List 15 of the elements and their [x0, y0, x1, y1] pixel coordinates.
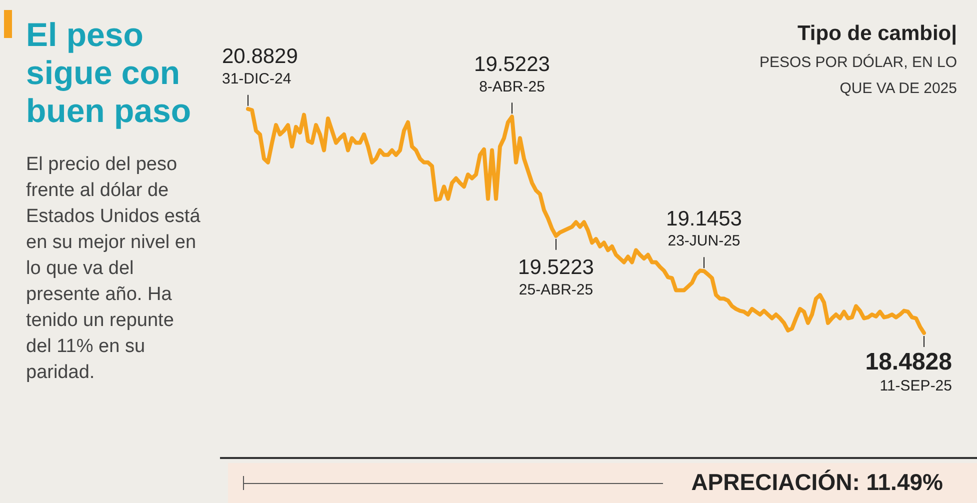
data-label: 18.4828: [865, 348, 952, 376]
text: Tipo de cambio|: [796, 22, 957, 46]
text: 31-DIC-24: [222, 70, 292, 88]
data-label: 19.5223: [518, 256, 594, 280]
annotation: 25-ABR-25: [518, 282, 594, 299]
text: PESOS POR DÓLAR, EN LO QUE VA DE 2025: [758, 53, 957, 99]
data-label: 20.8829: [222, 45, 298, 68]
text: 11-SEP-25: [880, 378, 952, 395]
text: APRECIACIÓN: 11.49%: [691, 469, 943, 496]
text: El precio del peso frente al dólar de Estados Unidos está en su mejor nivel en lo que va del presente año. Ha tenido un repunte del 11% en su paridad.: [26, 154, 200, 383]
chart-title: El peso sigue con buen paso: [26, 16, 192, 129]
data-label: 19.1453: [666, 207, 742, 230]
text: 19.5223: [474, 52, 550, 76]
annotation: 23-JUN-25: [668, 232, 740, 250]
text: 8-ABR-25: [479, 78, 545, 96]
